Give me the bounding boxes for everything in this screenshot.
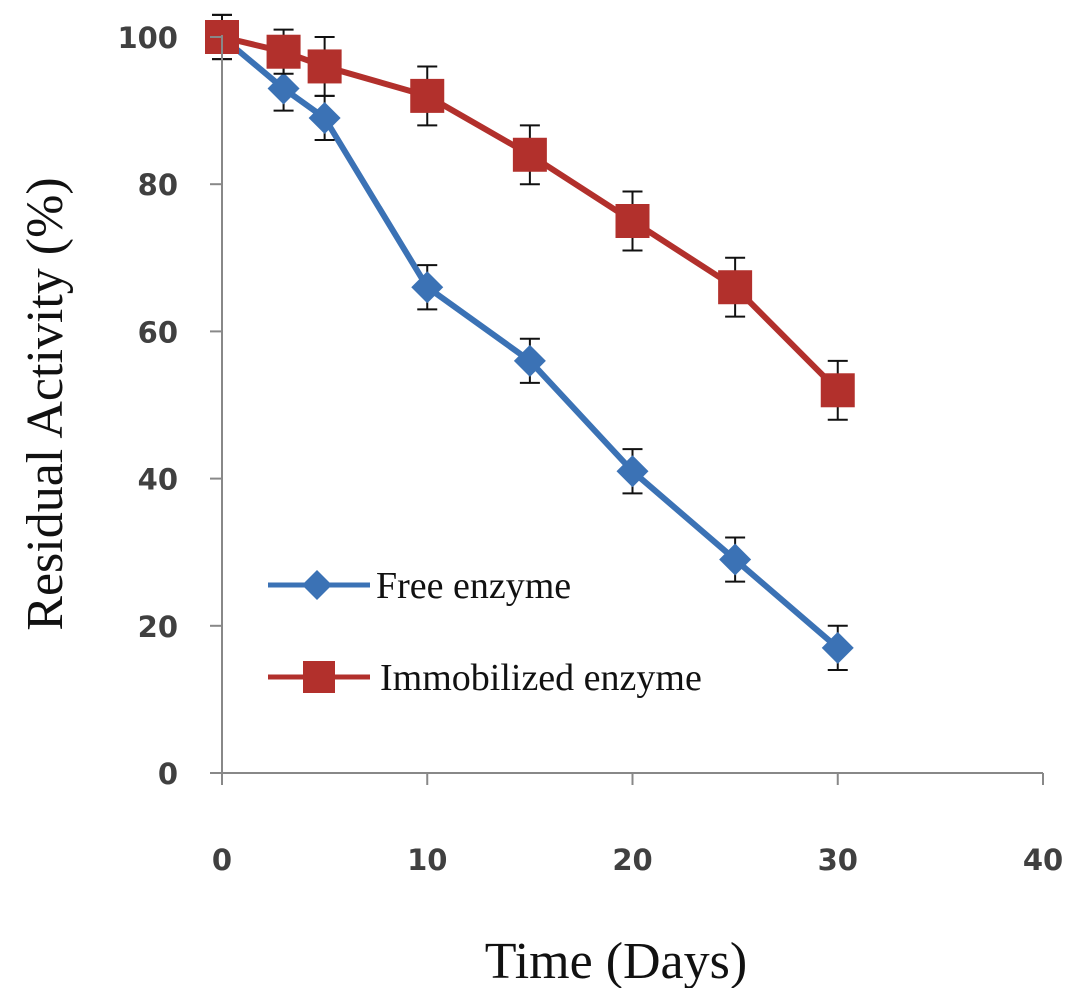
data-point	[308, 101, 341, 134]
data-point	[820, 373, 855, 408]
series-immobilized-enzyme	[205, 13, 855, 421]
data-point	[307, 49, 342, 84]
data-point	[821, 631, 854, 664]
data-point	[410, 78, 445, 113]
legend-marker-free-enzyme	[302, 570, 332, 600]
data-point	[718, 270, 753, 305]
data-point	[615, 204, 650, 238]
x-axis-title: Time (Days)	[485, 933, 747, 988]
y-axis-title: Residual Activity (%)	[17, 177, 74, 630]
y-tick-label: 0	[158, 757, 178, 791]
x-axis-ticks: 0 10 20 30 40	[212, 773, 1063, 877]
data-point	[513, 344, 546, 377]
y-axis-ticks: 0 20 40 60 80 100	[117, 21, 222, 791]
legend-marker-immobilized-enzyme	[303, 661, 335, 693]
y-tick-label: 60	[138, 315, 178, 349]
plot-area	[205, 13, 855, 671]
x-tick-label: 20	[612, 843, 652, 877]
x-tick-label: 10	[407, 843, 447, 877]
legend: Free enzyme Immobilized enzyme	[268, 565, 702, 699]
data-point	[616, 455, 649, 488]
data-point	[512, 137, 547, 172]
x-tick-label: 40	[1023, 843, 1063, 877]
data-point	[411, 271, 444, 304]
x-tick-label: 30	[818, 843, 858, 877]
series-line	[219, 34, 841, 394]
x-tick-label: 0	[212, 843, 232, 877]
y-tick-label: 80	[138, 168, 178, 202]
legend-label-free-enzyme: Free enzyme	[376, 565, 571, 607]
y-tick-label: 20	[138, 610, 178, 644]
data-point	[266, 34, 301, 69]
data-point	[267, 72, 300, 105]
y-tick-label: 40	[138, 463, 178, 497]
y-tick-label: 100	[117, 21, 178, 55]
legend-label-immobilized-enzyme: Immobilized enzyme	[380, 657, 702, 699]
data-point	[719, 543, 752, 576]
